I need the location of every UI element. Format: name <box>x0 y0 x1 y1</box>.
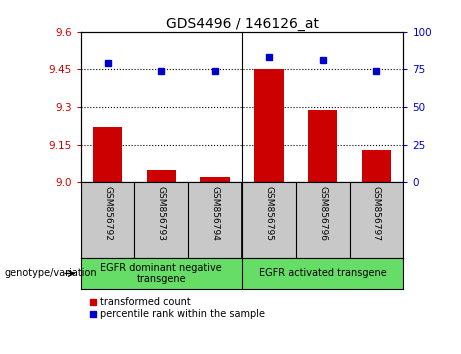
Bar <box>308 110 337 182</box>
Text: genotype/variation: genotype/variation <box>5 268 97 279</box>
Text: GSM856795: GSM856795 <box>265 186 273 241</box>
Bar <box>254 69 284 182</box>
Text: GSM856797: GSM856797 <box>372 186 381 241</box>
Bar <box>147 170 176 182</box>
Legend: transformed count, percentile rank within the sample: transformed count, percentile rank withi… <box>86 293 269 323</box>
Bar <box>93 127 122 182</box>
Text: GSM856792: GSM856792 <box>103 186 112 241</box>
Text: EGFR activated transgene: EGFR activated transgene <box>259 268 387 279</box>
Text: GSM856794: GSM856794 <box>211 186 219 241</box>
Text: GSM856796: GSM856796 <box>318 186 327 241</box>
Text: GSM856793: GSM856793 <box>157 186 166 241</box>
Bar <box>362 150 391 182</box>
Text: EGFR dominant negative
transgene: EGFR dominant negative transgene <box>100 263 222 284</box>
Title: GDS4496 / 146126_at: GDS4496 / 146126_at <box>165 17 319 31</box>
Bar <box>201 177 230 182</box>
